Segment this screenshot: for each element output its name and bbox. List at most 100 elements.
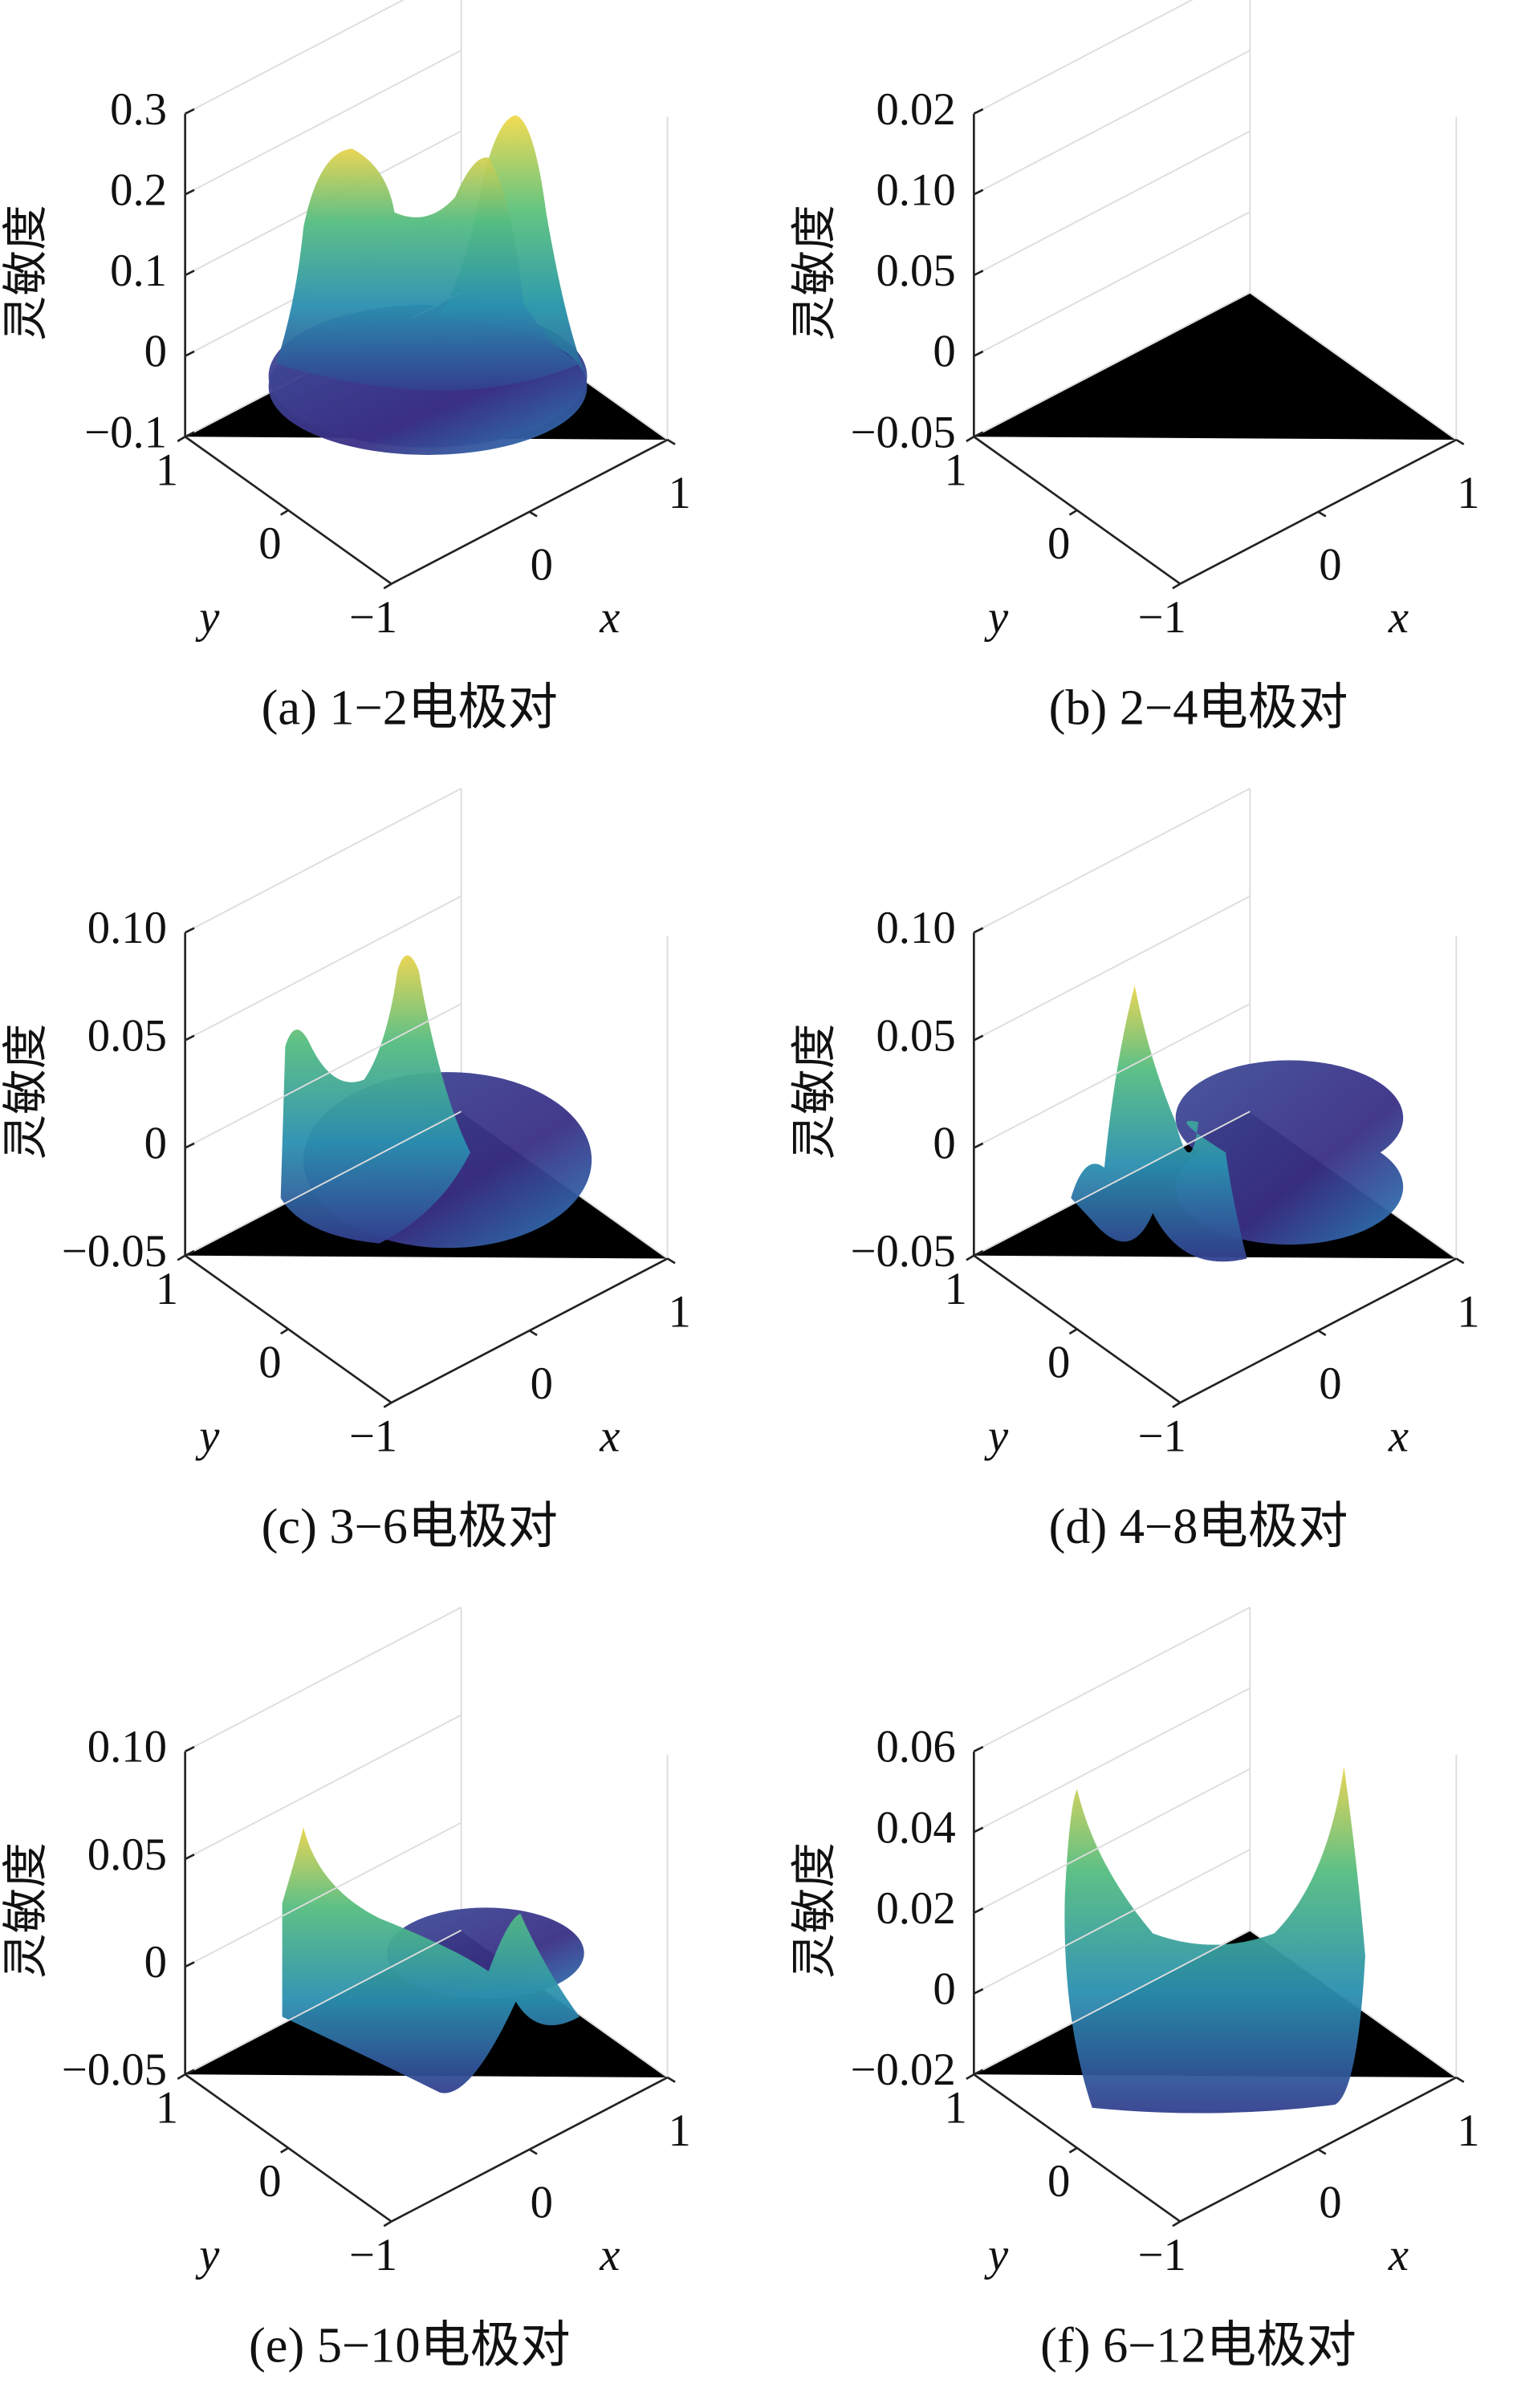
z-grid-line xyxy=(185,0,405,115)
surface xyxy=(276,148,580,391)
y-tick xyxy=(1172,583,1181,590)
y-tick xyxy=(1172,2220,1181,2227)
z-grid-line xyxy=(973,1003,1251,1149)
y-tick xyxy=(177,1254,186,1261)
z-tick-label: 0.10 xyxy=(87,903,167,953)
z-tick-label: 0.3 xyxy=(110,84,167,135)
z-tick-label: 0 xyxy=(144,1937,167,1988)
x-tick xyxy=(528,1330,538,1337)
surface xyxy=(1071,985,1247,1262)
z-grid-line xyxy=(973,1929,1251,2076)
x-axis-label: x xyxy=(1388,592,1409,643)
z-axis-label: 灵敏度 xyxy=(790,205,840,341)
y-tick-label: −1 xyxy=(349,592,397,643)
z-tick-label: 0.05 xyxy=(87,1829,167,1880)
x-tick-label: 0 xyxy=(531,540,553,591)
y-tick xyxy=(383,583,392,590)
caption: (c) 3−6电极对 xyxy=(262,1499,558,1554)
y-tick-label: −1 xyxy=(1138,1411,1186,1461)
x-tick xyxy=(1317,510,1327,518)
x-tick-label: 0 xyxy=(531,2178,553,2228)
z-tick xyxy=(973,1034,984,1042)
x-tick-label: 0 xyxy=(1319,1358,1341,1409)
x-tick-label: 1 xyxy=(1457,2105,1479,2156)
x-tick xyxy=(1317,2148,1327,2155)
y-tick-label: 0 xyxy=(1047,1338,1070,1388)
box-back xyxy=(973,0,1458,441)
subplot: −0.05 0 0.05 0.10 −1 0 1 0 1 y x 灵敏度 (c) 3−6电极对 xyxy=(1,787,691,1554)
z-tick xyxy=(185,1854,195,1861)
y-tick xyxy=(280,2146,289,2154)
z-tick xyxy=(185,927,195,934)
caption: (f) 6−12电极对 xyxy=(1040,2318,1356,2373)
z-tick-label: −0.1 xyxy=(84,407,167,457)
z-grid-line xyxy=(973,1768,1251,1914)
z-tick xyxy=(973,270,984,277)
z-tick-label: 0.05 xyxy=(876,1010,955,1061)
x-tick-label: 1 xyxy=(1457,1286,1479,1337)
z-grid-line xyxy=(973,291,1251,438)
z-grid-line xyxy=(973,1111,1251,1257)
y-axis-label: y xyxy=(984,2230,1009,2280)
x-tick-label: 0 xyxy=(531,1358,553,1409)
z-tick-label: 0.02 xyxy=(876,84,955,135)
y-tick-label: −1 xyxy=(349,1411,397,1461)
z-tick xyxy=(185,270,195,277)
x-tick xyxy=(528,510,538,518)
z-tick xyxy=(185,108,195,115)
z-grid-line xyxy=(185,787,462,934)
z-tick xyxy=(973,431,984,438)
caption: (e) 5−10电极对 xyxy=(249,2318,571,2373)
z-grid-line xyxy=(973,211,1251,357)
z-grid-line xyxy=(973,1606,1251,1752)
z-tick-label: 0.05 xyxy=(87,1010,167,1061)
y-tick xyxy=(1068,509,1078,516)
y-tick-label: 1 xyxy=(156,445,178,496)
z-tick xyxy=(973,108,984,115)
z-tick xyxy=(185,189,195,196)
z-tick xyxy=(185,1961,195,1968)
y-tick xyxy=(1172,1401,1181,1408)
y-tick-label: 1 xyxy=(945,445,967,496)
z-axis-label: 灵敏度 xyxy=(1,1024,51,1160)
z-tick-label: 0.02 xyxy=(876,1883,955,1934)
surface xyxy=(1064,1766,1365,2114)
z-tick-label: 0.10 xyxy=(87,1722,167,1772)
x-axis-label: x xyxy=(1388,2230,1409,2280)
x-tick-label: 1 xyxy=(669,2105,691,2156)
x-tick-label: 0 xyxy=(1319,2178,1341,2228)
z-tick xyxy=(973,927,984,934)
x-tick xyxy=(1455,2076,1465,2083)
y-axis-label: y xyxy=(195,1411,220,1461)
z-tick xyxy=(185,1034,195,1042)
z-grid-line xyxy=(185,1714,462,1860)
y-tick-label: 0 xyxy=(258,1338,281,1388)
y-tick-label: 1 xyxy=(945,2083,967,2134)
x-tick-label: 1 xyxy=(669,1286,691,1337)
z-tick-label: 0.05 xyxy=(876,246,955,296)
x-axis-label: x xyxy=(1388,1411,1409,1461)
x-tick xyxy=(1455,1257,1465,1265)
z-grid-line xyxy=(185,1929,462,2076)
z-tick-label: 0 xyxy=(933,327,955,377)
y-tick xyxy=(966,436,975,443)
x-tick-label: 1 xyxy=(669,468,691,518)
y-tick xyxy=(383,2220,392,2227)
z-tick xyxy=(185,431,195,438)
z-tick-label: 0.10 xyxy=(876,164,955,215)
z-tick xyxy=(973,1826,984,1833)
z-tick xyxy=(973,189,984,196)
z-grid-line xyxy=(185,1606,462,1752)
z-tick-label: 0.06 xyxy=(876,1722,955,1772)
y-tick xyxy=(1068,1328,1078,1335)
z-tick-label: 0 xyxy=(933,1964,955,2015)
y-tick xyxy=(966,1254,975,1261)
z-axis-label: 灵敏度 xyxy=(1,1842,51,1979)
y-tick-label: −1 xyxy=(1138,2230,1186,2280)
y-tick xyxy=(177,436,186,443)
z-grid-line xyxy=(185,49,462,196)
z-grid-line xyxy=(973,49,1251,196)
subplot: −0.05 0 0.05 0.10 0.02 −1 0 1 0 1 y x 灵敏度 (b) 2−4电极对 xyxy=(268,0,1480,736)
z-tick-label: −0.05 xyxy=(62,2045,167,2095)
